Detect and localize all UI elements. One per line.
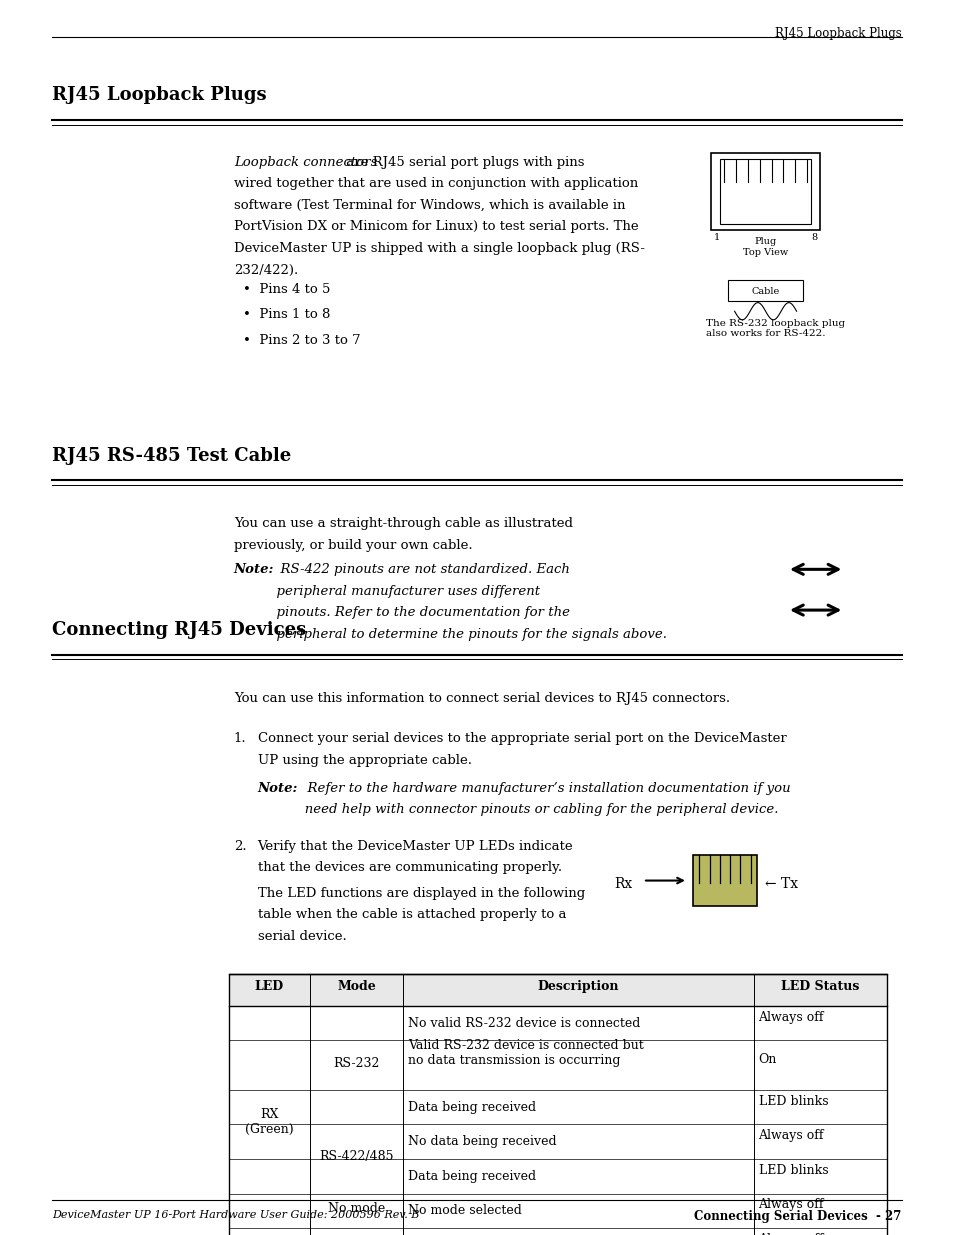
Text: UP using the appropriate cable.: UP using the appropriate cable. (257, 753, 471, 767)
Text: LED blinks: LED blinks (758, 1163, 827, 1177)
Text: Cable: Cable (751, 287, 779, 295)
Text: that the devices are communicating properly.: that the devices are communicating prope… (257, 862, 561, 874)
Text: Plug
Top View: Plug Top View (742, 237, 787, 257)
Text: Refer to the hardware manufacturer’s installation documentation if you: Refer to the hardware manufacturer’s ins… (298, 782, 789, 795)
Text: Always off: Always off (758, 1198, 823, 1212)
Text: You can use this information to connect serial devices to RJ45 connectors.: You can use this information to connect … (233, 692, 729, 705)
Text: Always off: Always off (758, 1233, 823, 1235)
Text: Note:: Note: (233, 563, 274, 577)
Text: The RS-232 loopback plug
also works for RS-422.: The RS-232 loopback plug also works for … (705, 319, 844, 338)
Bar (229, 974, 886, 1235)
Text: Description: Description (537, 981, 618, 993)
Text: 1: 1 (713, 233, 720, 242)
Text: The LED functions are displayed in the following: The LED functions are displayed in the f… (257, 887, 584, 900)
Text: DeviceMaster UP is shipped with a single loopback plug (RS-: DeviceMaster UP is shipped with a single… (233, 242, 644, 256)
Text: table when the cable is attached properly to a: table when the cable is attached properl… (257, 909, 565, 921)
Text: Always off: Always off (758, 1010, 823, 1024)
Text: serial device.: serial device. (257, 930, 346, 944)
Text: Verify that the DeviceMaster UP LEDs indicate: Verify that the DeviceMaster UP LEDs ind… (257, 840, 573, 853)
Text: Rx: Rx (614, 877, 632, 890)
Text: are RJ45 serial port plugs with pins: are RJ45 serial port plugs with pins (342, 156, 584, 169)
Text: RX
(Green): RX (Green) (245, 1109, 294, 1136)
Bar (229, 1228, 886, 1235)
Text: Data being received: Data being received (407, 1170, 536, 1183)
Text: previously, or build your own cable.: previously, or build your own cable. (233, 538, 472, 552)
Bar (727, 280, 802, 301)
Bar (229, 1125, 886, 1160)
Text: You can use a straight-through cable as illustrated: You can use a straight-through cable as … (233, 517, 572, 531)
Text: LED: LED (254, 981, 284, 993)
Text: 232/422).: 232/422). (233, 264, 297, 277)
Text: LED blinks: LED blinks (758, 1094, 827, 1108)
Text: RS-422 pinouts are not standardized. Each: RS-422 pinouts are not standardized. Eac… (272, 563, 569, 577)
Bar (710, 153, 820, 230)
Text: Connecting RJ45 Devices: Connecting RJ45 Devices (52, 621, 307, 640)
Text: No mode: No mode (328, 1203, 385, 1215)
Text: RJ45 Loopback Plugs: RJ45 Loopback Plugs (774, 27, 901, 41)
Bar (229, 1040, 886, 1091)
Text: Note:: Note: (257, 782, 297, 795)
Bar (229, 1007, 886, 1040)
Bar (692, 855, 757, 906)
Text: software (Test Terminal for Windows, which is available in: software (Test Terminal for Windows, whi… (233, 199, 624, 212)
Text: PortVision DX or Minicom for Linux) to test serial ports. The: PortVision DX or Minicom for Linux) to t… (233, 220, 638, 233)
Text: No mode selected: No mode selected (407, 1204, 521, 1218)
Text: 1.: 1. (233, 732, 246, 746)
Text: RJ45 Loopback Plugs: RJ45 Loopback Plugs (52, 86, 267, 105)
Text: RS-232: RS-232 (333, 1057, 379, 1070)
Text: need help with connector pinouts or cabling for the peripheral device.: need help with connector pinouts or cabl… (257, 804, 778, 816)
Text: 8: 8 (811, 233, 817, 242)
Text: Loopback connectors: Loopback connectors (233, 156, 376, 169)
Text: wired together that are used in conjunction with application: wired together that are used in conjunct… (233, 177, 638, 190)
Bar (720, 159, 810, 224)
Text: •  Pins 2 to 3 to 7: • Pins 2 to 3 to 7 (243, 333, 360, 347)
Text: peripheral manufacturer uses different: peripheral manufacturer uses different (233, 585, 539, 598)
Bar (229, 974, 886, 1007)
Text: Always off: Always off (758, 1129, 823, 1142)
Text: RS-422/485: RS-422/485 (319, 1151, 394, 1163)
Text: pinouts. Refer to the documentation for the: pinouts. Refer to the documentation for … (233, 606, 569, 620)
Bar (229, 1193, 886, 1228)
Text: No data being received: No data being received (407, 1135, 556, 1149)
Text: •  Pins 4 to 5: • Pins 4 to 5 (243, 283, 331, 296)
Text: RJ45 RS-485 Test Cable: RJ45 RS-485 Test Cable (52, 447, 292, 466)
Text: Data being received: Data being received (407, 1100, 536, 1114)
Text: On: On (758, 1052, 776, 1066)
Text: Connecting Serial Devices  - 27: Connecting Serial Devices - 27 (694, 1210, 901, 1224)
Text: Mode: Mode (336, 981, 375, 993)
Text: peripheral to determine the pinouts for the signals above.: peripheral to determine the pinouts for … (233, 629, 666, 641)
Text: No valid RS-232 device is connected: No valid RS-232 device is connected (407, 1016, 639, 1030)
Text: Connect your serial devices to the appropriate serial port on the DeviceMaster: Connect your serial devices to the appro… (257, 732, 785, 746)
Text: 2.: 2. (233, 840, 246, 853)
Text: LED Status: LED Status (781, 981, 859, 993)
Bar (229, 1160, 886, 1193)
Text: •  Pins 1 to 8: • Pins 1 to 8 (243, 309, 331, 321)
Bar (229, 1091, 886, 1125)
Text: DeviceMaster UP 16-Port Hardware User Guide: 2000596 Rev. B: DeviceMaster UP 16-Port Hardware User Gu… (52, 1210, 419, 1220)
Text: ← Tx: ← Tx (764, 877, 798, 890)
Text: Valid RS-232 device is connected but
no data transmission is occurring: Valid RS-232 device is connected but no … (407, 1039, 642, 1067)
